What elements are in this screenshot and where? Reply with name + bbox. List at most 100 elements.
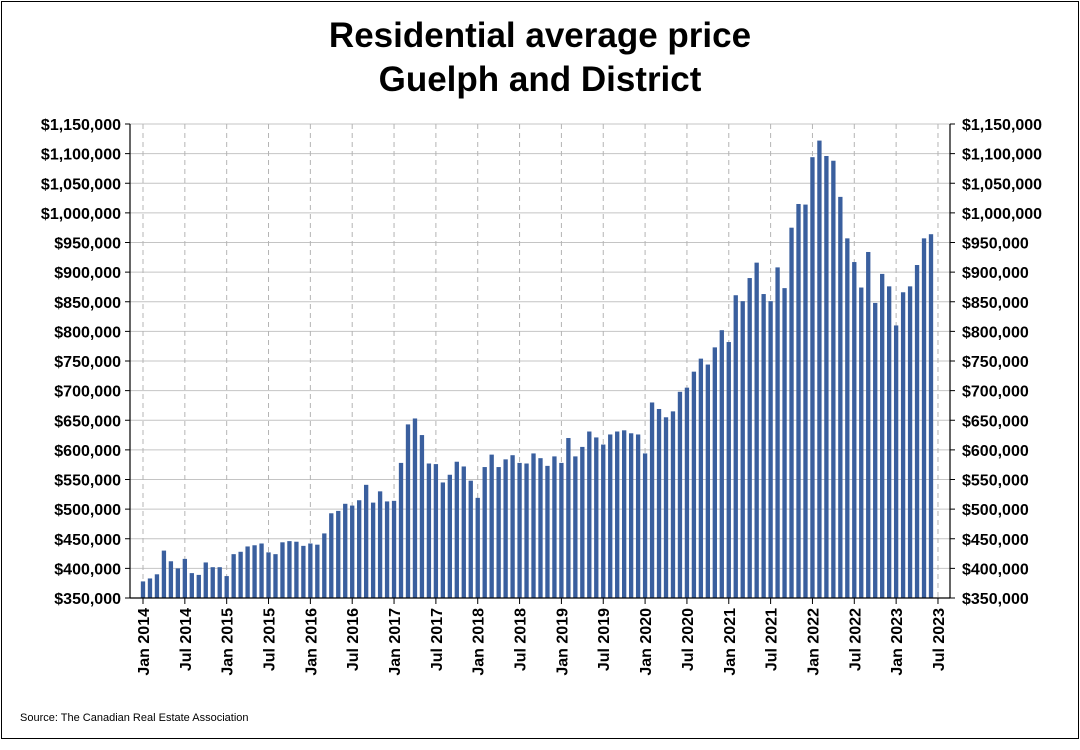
bar — [684, 387, 690, 598]
bar — [852, 262, 857, 598]
bar — [273, 554, 278, 598]
bar — [559, 462, 564, 598]
y-tick-label-left: $1,000,000 — [41, 206, 121, 223]
bar — [566, 438, 571, 598]
x-tick-label: Jul 2015 — [262, 608, 279, 671]
bar — [252, 545, 257, 598]
bar — [900, 292, 906, 598]
bar — [363, 484, 369, 598]
bar — [580, 446, 585, 598]
y-tick-label-right: $1,100,000 — [962, 147, 1042, 164]
x-tick-label: Jul 2017 — [429, 608, 446, 671]
chart-title: Residential average price Guelph and Dis… — [0, 14, 1080, 102]
bar — [705, 364, 711, 598]
y-tick-label-right: $1,000,000 — [962, 206, 1042, 223]
y-tick-label-left: $600,000 — [54, 443, 121, 460]
bar — [405, 424, 411, 598]
y-tick-label-right: $750,000 — [962, 354, 1029, 371]
bar — [719, 330, 724, 598]
bar — [440, 482, 446, 598]
bar — [287, 541, 292, 598]
bar — [907, 286, 913, 598]
bar — [803, 204, 808, 598]
bar — [587, 431, 592, 598]
bar — [217, 567, 222, 598]
bar — [280, 542, 285, 598]
x-tick-label: Jul 2014 — [178, 608, 195, 671]
bar-layer — [140, 140, 934, 599]
chart-title-line-1: Residential average price — [328, 16, 752, 55]
bar — [398, 462, 404, 598]
bar — [831, 160, 836, 599]
bar — [329, 513, 334, 598]
x-tick-label: Jul 2019 — [596, 608, 613, 671]
y-tick-label-left: $950,000 — [54, 236, 121, 253]
y-tick-label-left: $750,000 — [54, 354, 121, 371]
bar — [552, 456, 557, 598]
y-tick-label-right: $350,000 — [962, 591, 1029, 608]
bar — [517, 462, 522, 598]
bar — [601, 444, 606, 598]
bar — [189, 573, 194, 598]
bar — [845, 238, 850, 599]
y-tick-label-right: $1,050,000 — [962, 176, 1042, 193]
bar — [545, 465, 550, 598]
y-tick-label-right: $600,000 — [962, 443, 1029, 460]
bar — [370, 502, 376, 598]
x-tick-label: Jan 2020 — [638, 608, 655, 676]
bar — [503, 459, 508, 598]
x-tick-label: Jul 2016 — [345, 608, 362, 671]
x-tick-label: Jan 2018 — [471, 608, 488, 676]
bar — [357, 500, 362, 598]
bar — [266, 552, 271, 598]
bar — [921, 238, 927, 599]
bar — [726, 342, 731, 598]
bar — [594, 437, 599, 598]
y-tick-label-left: $1,100,000 — [41, 147, 121, 164]
bar — [315, 544, 320, 598]
x-tick-label: Jul 2021 — [764, 608, 781, 671]
bar — [147, 578, 153, 598]
bar — [796, 203, 801, 599]
x-tick-label: Jan 2019 — [554, 608, 571, 676]
y-tick-label-right: $850,000 — [962, 295, 1029, 312]
bar — [810, 157, 815, 598]
bar — [238, 551, 243, 598]
bar — [161, 550, 167, 598]
y-tick-label-left: $850,000 — [54, 295, 121, 312]
bar — [775, 267, 780, 598]
bar — [245, 546, 250, 598]
bar — [419, 435, 425, 598]
x-tick-label: Jan 2023 — [889, 608, 906, 676]
y-tick-label-left: $550,000 — [54, 473, 121, 490]
bar — [391, 500, 397, 598]
bar — [482, 467, 487, 598]
y-tick-label-left: $900,000 — [54, 265, 121, 282]
bar — [336, 510, 341, 598]
bar — [649, 402, 655, 598]
bar — [866, 251, 871, 599]
y-tick-label-right: $650,000 — [962, 413, 1029, 430]
bar — [524, 463, 529, 598]
bar — [294, 541, 299, 598]
bar — [615, 431, 620, 598]
bar — [259, 543, 264, 598]
y-tick-label-right: $550,000 — [962, 473, 1029, 490]
bar — [642, 453, 648, 598]
bar — [782, 288, 787, 598]
bar — [628, 433, 634, 598]
bar — [454, 461, 459, 598]
bar — [210, 567, 215, 598]
bar — [301, 545, 306, 598]
y-tick-label-right: $700,000 — [962, 384, 1029, 401]
x-tick-label: Jan 2015 — [220, 608, 237, 676]
bar — [698, 358, 704, 598]
y-tick-label-left: $1,150,000 — [41, 117, 121, 134]
bar — [747, 278, 752, 598]
bar — [538, 458, 543, 598]
bar — [224, 576, 229, 598]
y-tick-label-left: $350,000 — [54, 591, 121, 608]
bar — [824, 155, 829, 598]
bar — [880, 273, 885, 598]
